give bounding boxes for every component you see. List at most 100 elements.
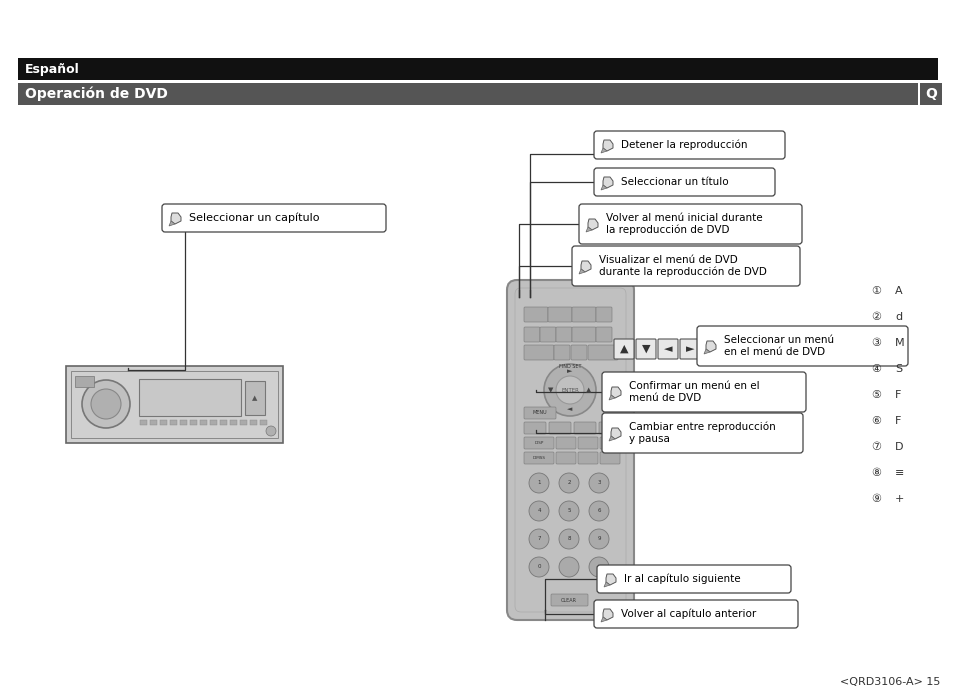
Polygon shape <box>602 609 613 620</box>
FancyBboxPatch shape <box>139 379 241 416</box>
Text: Seleccionar un título: Seleccionar un título <box>620 177 728 187</box>
Circle shape <box>91 389 121 419</box>
Text: <QRD3106-A> 15: <QRD3106-A> 15 <box>839 677 939 687</box>
FancyBboxPatch shape <box>697 326 907 366</box>
FancyBboxPatch shape <box>574 422 596 434</box>
Polygon shape <box>587 219 598 230</box>
Text: Q: Q <box>924 87 936 101</box>
FancyBboxPatch shape <box>594 131 784 159</box>
Circle shape <box>529 501 548 521</box>
Text: 6: 6 <box>597 509 600 514</box>
FancyBboxPatch shape <box>578 452 598 464</box>
Circle shape <box>588 529 608 549</box>
FancyBboxPatch shape <box>551 594 587 606</box>
Text: Seleccionar un menú
en el menú de DVD: Seleccionar un menú en el menú de DVD <box>723 335 833 357</box>
Text: 3: 3 <box>597 480 600 486</box>
Circle shape <box>558 473 578 493</box>
Text: A: A <box>894 286 902 296</box>
Text: Confirmar un menú en el
menú de DVD: Confirmar un menú en el menú de DVD <box>628 381 759 403</box>
FancyBboxPatch shape <box>219 420 227 425</box>
Polygon shape <box>171 213 181 224</box>
FancyBboxPatch shape <box>614 339 634 359</box>
FancyBboxPatch shape <box>523 452 554 464</box>
Text: ►: ► <box>685 344 694 354</box>
Text: 4: 4 <box>537 509 540 514</box>
Text: D: D <box>894 442 902 452</box>
FancyBboxPatch shape <box>523 327 539 342</box>
Polygon shape <box>602 177 613 188</box>
Polygon shape <box>608 436 615 441</box>
FancyBboxPatch shape <box>230 420 237 425</box>
FancyBboxPatch shape <box>658 339 678 359</box>
Polygon shape <box>585 227 592 232</box>
FancyBboxPatch shape <box>599 452 619 464</box>
Text: FIND SET: FIND SET <box>558 364 580 369</box>
FancyBboxPatch shape <box>597 565 790 593</box>
FancyBboxPatch shape <box>554 345 569 360</box>
FancyBboxPatch shape <box>596 307 612 322</box>
Text: ENTER: ENTER <box>560 388 578 392</box>
FancyBboxPatch shape <box>75 376 94 387</box>
FancyBboxPatch shape <box>523 407 556 419</box>
Text: 8: 8 <box>567 537 570 542</box>
Text: Seleccionar un capítulo: Seleccionar un capítulo <box>189 213 319 223</box>
Text: 7: 7 <box>537 537 540 542</box>
Circle shape <box>543 364 596 416</box>
Text: Español: Español <box>25 63 80 75</box>
FancyBboxPatch shape <box>556 452 576 464</box>
Text: S: S <box>894 364 902 374</box>
Text: DIMSS: DIMSS <box>532 456 545 460</box>
FancyBboxPatch shape <box>170 420 177 425</box>
Circle shape <box>529 557 548 577</box>
Text: ②: ② <box>870 312 880 322</box>
Text: ⑨: ⑨ <box>870 494 880 504</box>
Polygon shape <box>602 140 613 151</box>
FancyBboxPatch shape <box>523 437 554 449</box>
Text: 1: 1 <box>537 480 540 486</box>
FancyBboxPatch shape <box>572 307 596 322</box>
FancyBboxPatch shape <box>179 420 187 425</box>
Text: M: M <box>894 338 903 348</box>
Text: ⑥: ⑥ <box>870 416 880 426</box>
FancyBboxPatch shape <box>556 437 576 449</box>
Text: Volver al menú inicial durante
la reproducción de DVD: Volver al menú inicial durante la reprod… <box>605 213 761 235</box>
Polygon shape <box>603 582 609 587</box>
FancyBboxPatch shape <box>547 307 572 322</box>
Polygon shape <box>608 395 615 400</box>
Polygon shape <box>600 185 606 190</box>
FancyBboxPatch shape <box>679 339 700 359</box>
Text: d: d <box>894 312 902 322</box>
Circle shape <box>558 501 578 521</box>
Circle shape <box>588 501 608 521</box>
FancyBboxPatch shape <box>578 437 598 449</box>
Text: Visualizar el menú de DVD
durante la reproducción de DVD: Visualizar el menú de DVD durante la rep… <box>598 255 766 277</box>
Text: CLEAR: CLEAR <box>560 597 577 602</box>
FancyBboxPatch shape <box>190 420 197 425</box>
Polygon shape <box>605 574 616 585</box>
FancyBboxPatch shape <box>578 204 801 244</box>
Polygon shape <box>703 349 709 354</box>
Polygon shape <box>610 387 620 398</box>
Text: Operación de DVD: Operación de DVD <box>25 86 168 101</box>
Polygon shape <box>600 617 606 622</box>
Circle shape <box>588 557 608 577</box>
Text: ③: ③ <box>870 338 880 348</box>
Text: Detener la reproducción: Detener la reproducción <box>620 140 747 151</box>
FancyBboxPatch shape <box>199 420 207 425</box>
Text: MENU: MENU <box>532 411 547 415</box>
Text: ⑧: ⑧ <box>870 468 880 478</box>
Text: DISP: DISP <box>534 441 543 445</box>
FancyBboxPatch shape <box>150 420 157 425</box>
Text: ▼: ▼ <box>641 344 650 354</box>
FancyBboxPatch shape <box>601 413 802 453</box>
Text: ⑤: ⑤ <box>870 390 880 400</box>
Text: 9: 9 <box>597 537 600 542</box>
FancyBboxPatch shape <box>548 422 571 434</box>
Text: F: F <box>894 416 901 426</box>
FancyBboxPatch shape <box>636 339 656 359</box>
Text: 0: 0 <box>537 565 540 569</box>
Circle shape <box>558 529 578 549</box>
FancyBboxPatch shape <box>587 345 618 360</box>
FancyBboxPatch shape <box>159 420 167 425</box>
Polygon shape <box>705 341 716 352</box>
